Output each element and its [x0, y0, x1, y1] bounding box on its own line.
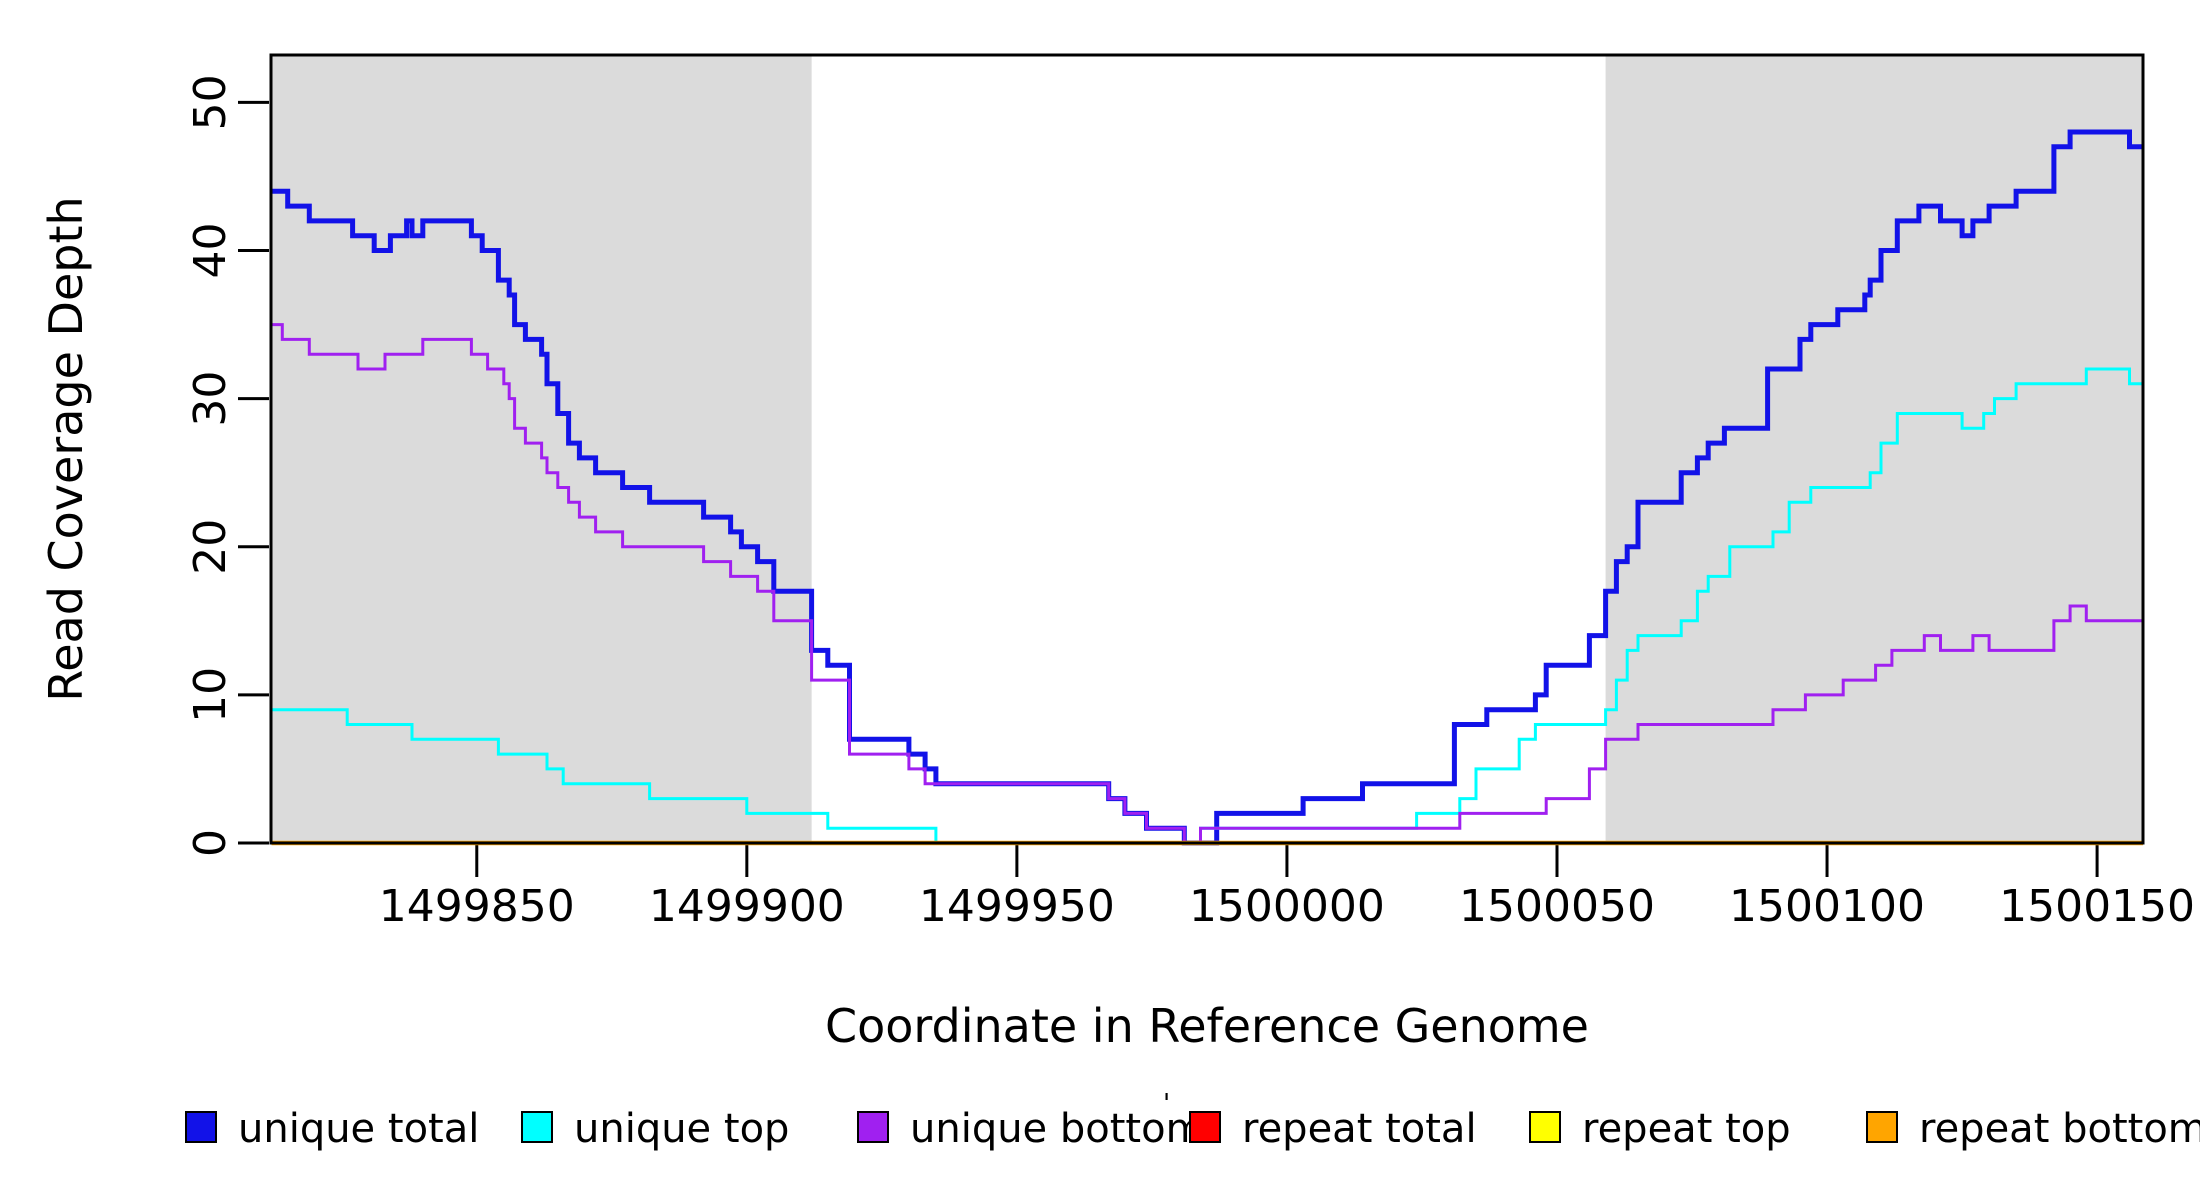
- y-tick-label: 20: [185, 519, 236, 575]
- x-tick-label: 1500100: [1729, 881, 1925, 932]
- legend-label-repeat-total: repeat total: [1242, 1106, 1477, 1152]
- shaded-repeat-regions: [271, 56, 2143, 842]
- series-line-unique-bottom: [271, 323, 2143, 845]
- legend-swatch-repeat-top: [1529, 1111, 1561, 1143]
- legend-label-repeat-bottom: repeat bottom: [1919, 1106, 2200, 1152]
- legend-swatch-repeat-bottom: [1866, 1111, 1898, 1143]
- y-tick-label: 50: [185, 74, 236, 130]
- x-axis-title: Coordinate in Reference Genome: [825, 999, 1589, 1053]
- legend-label-unique-bottom: unique bottom: [910, 1106, 1205, 1152]
- y-tick-label: 10: [185, 667, 236, 723]
- x-tick-label: 1500150: [1999, 881, 2195, 932]
- y-tick-label: 0: [185, 829, 236, 857]
- legend-label-repeat-top: repeat top: [1582, 1106, 1791, 1152]
- legend-swatch-unique-top: [521, 1111, 553, 1143]
- y-tick-label: 40: [185, 223, 236, 279]
- legend-label-unique-top: unique top: [574, 1106, 789, 1152]
- legend-swatch-repeat-total: [1189, 1111, 1221, 1143]
- legend-swatch-unique-bottom: [857, 1111, 889, 1143]
- y-axis-title: Read Coverage Depth: [39, 196, 93, 701]
- y-axis: 0 10 20 30 40 50: [185, 74, 269, 857]
- x-tick-label: 1500000: [1189, 881, 1385, 932]
- series-line-unique-top: [271, 367, 2143, 845]
- x-tick-label: 1499850: [379, 881, 575, 932]
- legend: unique total unique top unique bottom repea…: [185, 1089, 2200, 1152]
- legend-swatch-unique-total: [185, 1111, 217, 1143]
- legend-label-unique-total: unique total: [238, 1106, 479, 1152]
- stray-mark: ': [1163, 1089, 1170, 1119]
- x-tick-label: 1499900: [649, 881, 845, 932]
- x-axis: 1499850 1499900 1499950 1500000 1500050 15001…: [379, 845, 2195, 932]
- x-tick-label: 1500050: [1459, 881, 1655, 932]
- plot-border: [269, 53, 2145, 845]
- y-tick-label: 30: [185, 371, 236, 427]
- x-tick-label: 1499950: [919, 881, 1115, 932]
